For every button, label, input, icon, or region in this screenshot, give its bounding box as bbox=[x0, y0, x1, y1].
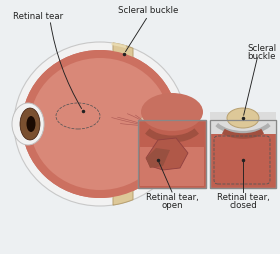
Polygon shape bbox=[113, 43, 133, 205]
Text: Retinal tear,: Retinal tear, bbox=[146, 193, 198, 202]
Bar bbox=[140, 147, 204, 186]
Polygon shape bbox=[146, 148, 170, 168]
Bar bbox=[138, 120, 206, 188]
Bar bbox=[210, 112, 276, 134]
Text: Retinal tear,: Retinal tear, bbox=[217, 193, 269, 202]
Text: closed: closed bbox=[229, 201, 257, 210]
Ellipse shape bbox=[168, 113, 188, 135]
Text: open: open bbox=[161, 201, 183, 210]
Ellipse shape bbox=[27, 116, 36, 132]
Polygon shape bbox=[146, 138, 188, 170]
Ellipse shape bbox=[227, 108, 259, 128]
Ellipse shape bbox=[14, 42, 186, 206]
Ellipse shape bbox=[20, 108, 40, 140]
Ellipse shape bbox=[141, 93, 203, 131]
Ellipse shape bbox=[139, 114, 157, 138]
Bar bbox=[210, 120, 276, 134]
Ellipse shape bbox=[30, 58, 170, 190]
Text: Retinal tear: Retinal tear bbox=[13, 12, 63, 21]
Ellipse shape bbox=[30, 58, 170, 190]
Bar bbox=[210, 120, 276, 188]
Bar bbox=[138, 120, 206, 188]
Bar bbox=[210, 120, 276, 188]
Ellipse shape bbox=[12, 103, 44, 145]
Ellipse shape bbox=[139, 114, 157, 138]
Ellipse shape bbox=[22, 50, 178, 198]
Text: buckle: buckle bbox=[248, 52, 276, 61]
Text: Scleral: Scleral bbox=[248, 44, 277, 53]
Ellipse shape bbox=[22, 50, 178, 198]
Text: Scleral buckle: Scleral buckle bbox=[118, 6, 178, 15]
